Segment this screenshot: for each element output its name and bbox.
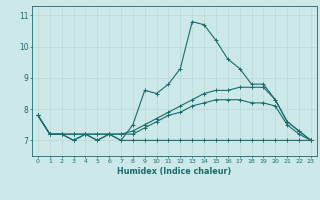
X-axis label: Humidex (Indice chaleur): Humidex (Indice chaleur): [117, 167, 232, 176]
